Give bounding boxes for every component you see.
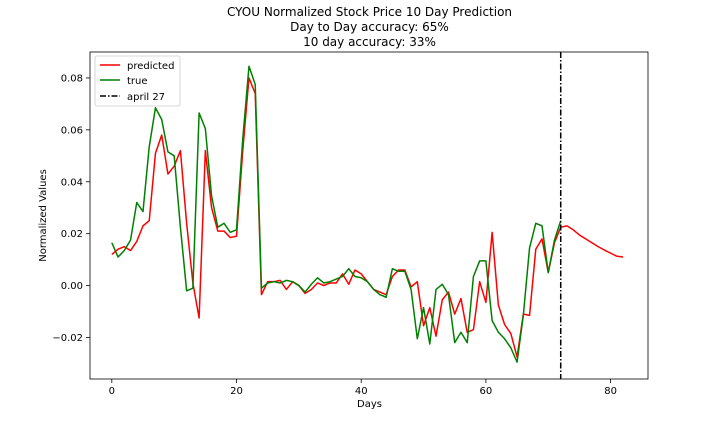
y-tick-label: 0.06 [61, 125, 83, 136]
y-tick-label: −0.02 [52, 333, 83, 344]
x-tick-label: 60 [480, 386, 493, 397]
x-tick-label: 40 [355, 386, 368, 397]
chart-title-line-1: CYOU Normalized Stock Price 10 Day Predi… [227, 5, 512, 19]
legend: predicted true april 27 [94, 55, 181, 107]
plot-area [111, 52, 624, 379]
y-tick-label: 0.04 [61, 177, 83, 188]
x-tick-label: 0 [109, 386, 115, 397]
x-axis: 0 20 40 60 80 [109, 379, 617, 397]
y-axis: −0.02 0.00 0.02 0.04 0.06 0.08 [52, 73, 90, 344]
legend-label-predicted: predicted [127, 61, 174, 72]
legend-label-true: true [127, 76, 148, 87]
y-tick-label: 0.00 [61, 281, 83, 292]
y-axis-label: Normalized Values [38, 169, 49, 262]
legend-label-april-27: april 27 [127, 92, 165, 103]
series-line-predicted [111, 77, 624, 358]
chart-title-line-2: Day to Day accuracy: 65% [290, 20, 449, 34]
y-tick-label: 0.02 [61, 229, 83, 240]
legend-box [94, 55, 181, 107]
x-axis-label: Days [357, 399, 382, 410]
series-line-true [111, 65, 562, 363]
plot-frame [89, 51, 649, 380]
x-tick-label: 80 [604, 386, 617, 397]
chart-title-line-3: 10 day accuracy: 33% [303, 35, 436, 49]
y-tick-label: 0.08 [61, 73, 83, 84]
x-tick-label: 20 [230, 386, 243, 397]
